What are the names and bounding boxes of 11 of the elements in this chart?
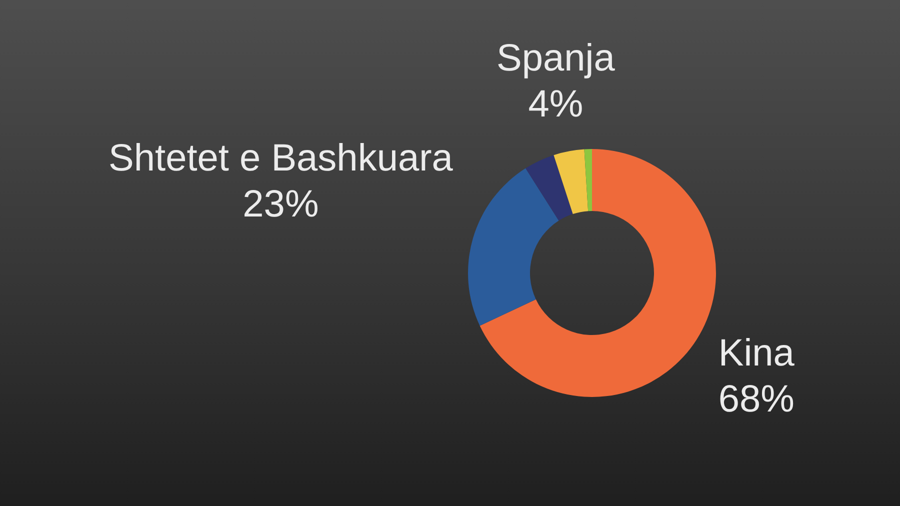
slice-label: Kina [718,332,796,374]
slice-label: Shtetet e Bashkuara [108,138,454,180]
data-label: 4% [528,84,584,126]
donut-slice [480,149,716,397]
donut-slice [554,149,588,214]
slice-label: Spanja [496,38,616,80]
data-label: 68% [718,378,794,420]
data-label: 23% [242,184,319,226]
donut-slice [526,155,573,221]
donut-slice [468,168,559,326]
donut-slice [584,149,592,212]
